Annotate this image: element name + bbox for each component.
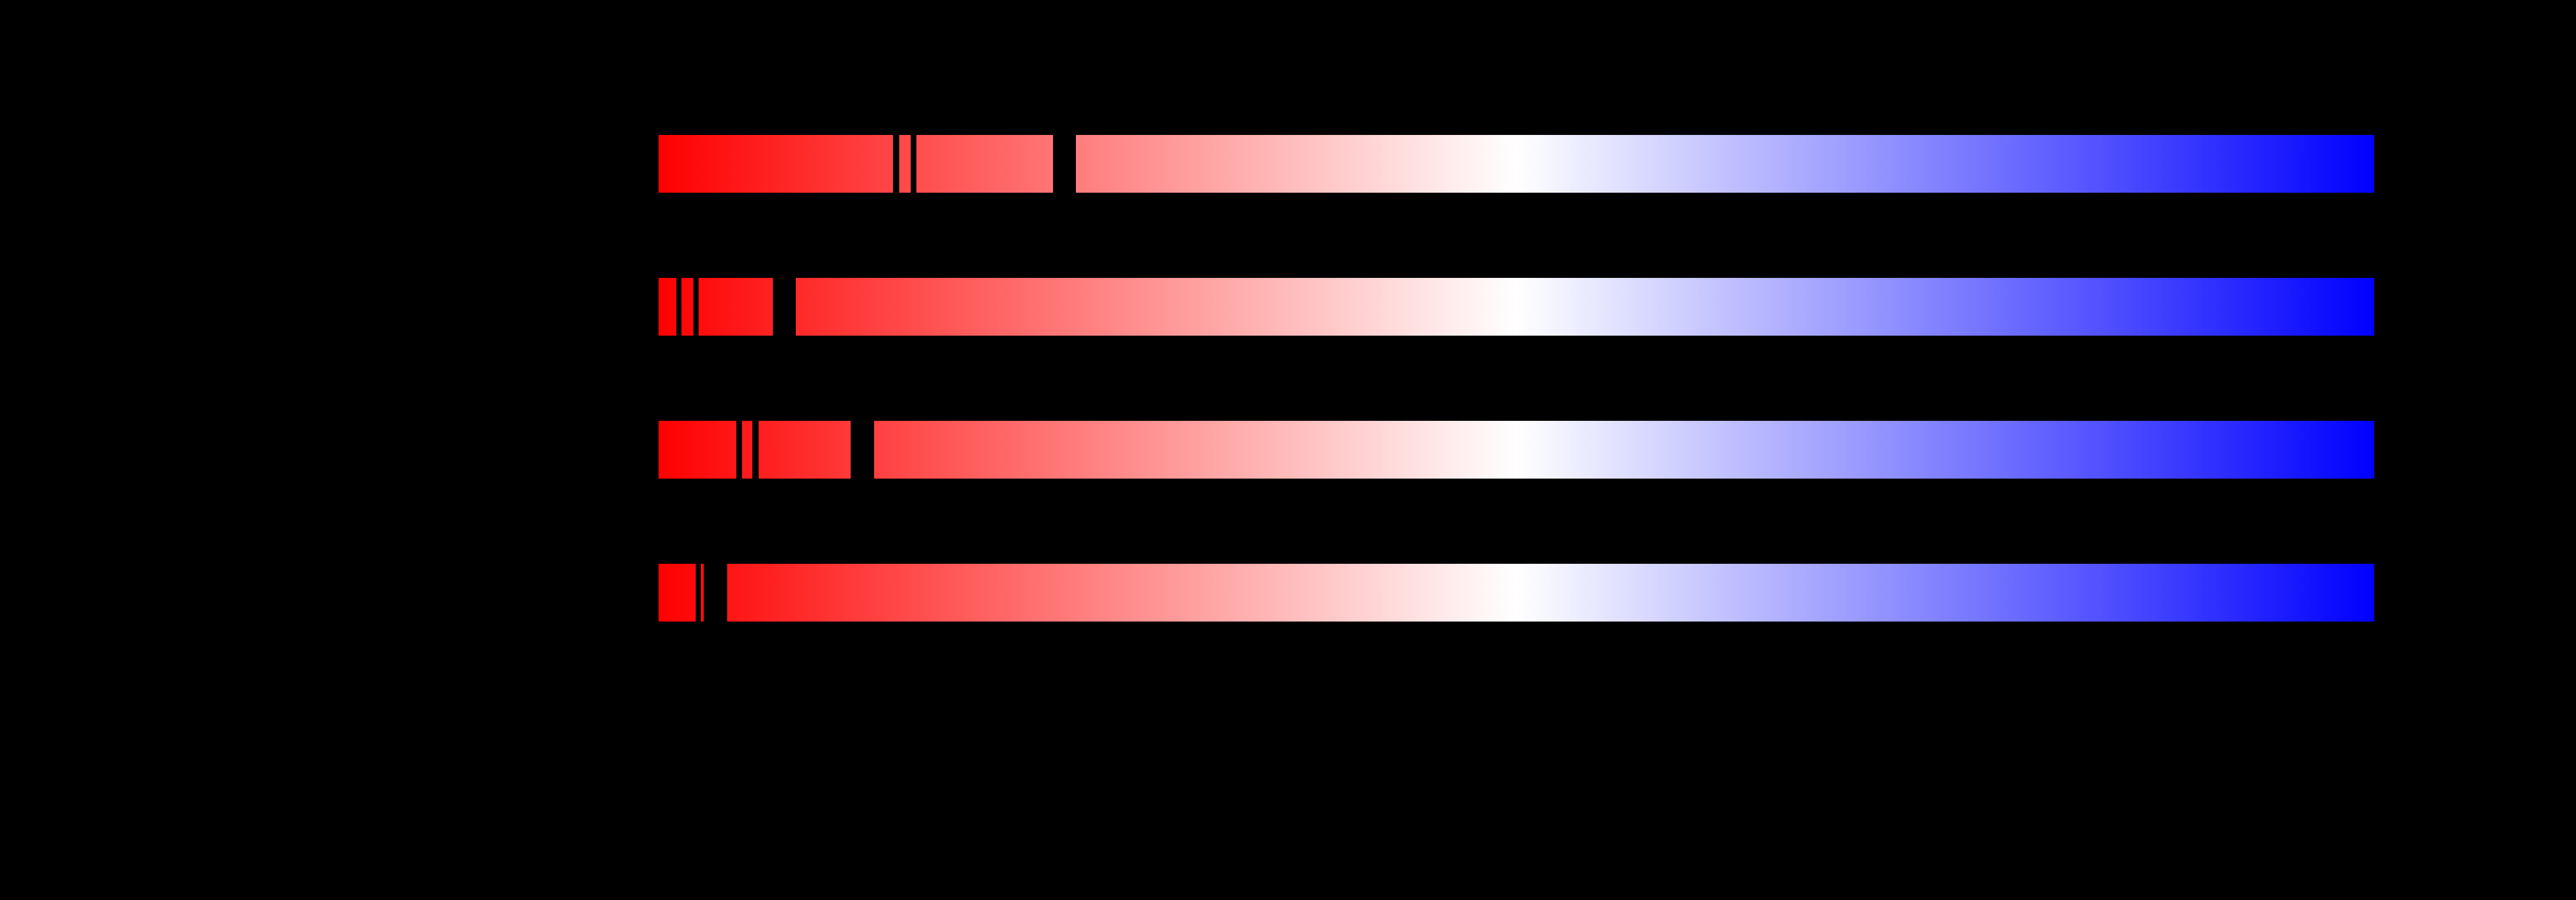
gradient-bar-1 — [659, 135, 2374, 193]
marker-tick — [693, 278, 699, 336]
marker-tick — [893, 135, 899, 193]
marker-tick — [851, 421, 874, 479]
gradient-bar-2 — [659, 278, 2374, 336]
marker-tick — [773, 278, 796, 336]
marker-tick — [1053, 135, 1076, 193]
marker-tick — [736, 421, 742, 479]
marker-tick — [704, 564, 727, 622]
marker-tick — [752, 421, 759, 479]
gradient-bar-4 — [659, 564, 2374, 622]
gradient-bar-3 — [659, 421, 2374, 479]
marker-tick — [676, 278, 681, 336]
marker-tick — [696, 564, 701, 622]
marker-tick — [911, 135, 916, 193]
